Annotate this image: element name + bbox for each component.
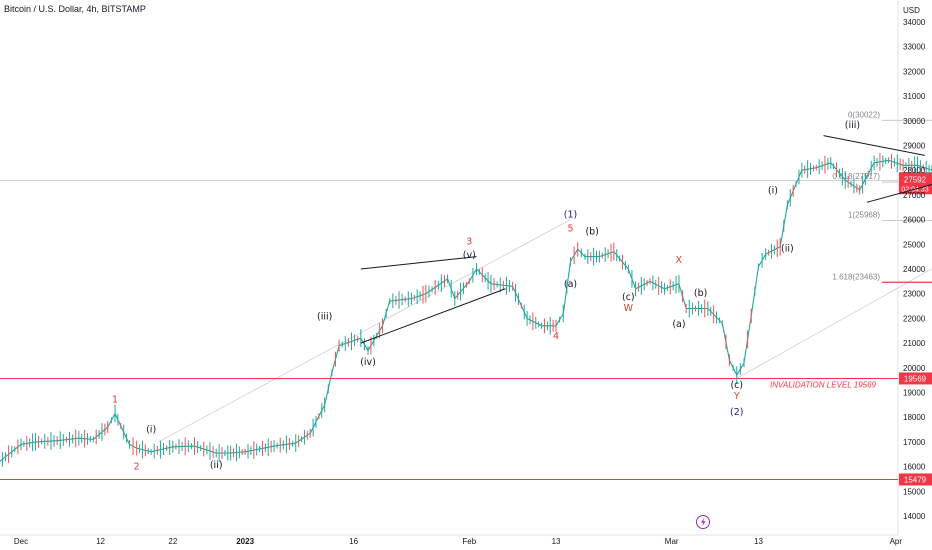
wave-label: (ii) bbox=[210, 460, 223, 471]
y-tick-label: 24000 bbox=[903, 265, 926, 274]
y-tick-label: 20000 bbox=[903, 364, 926, 373]
x-tick-label: 13 bbox=[754, 537, 763, 546]
trendline bbox=[360, 288, 506, 344]
wave-label: (ii) bbox=[781, 244, 794, 255]
x-tick-label: Mar bbox=[665, 537, 679, 546]
level-price-label: 19569 bbox=[904, 374, 927, 383]
y-tick-label: 32000 bbox=[903, 67, 926, 76]
y-axis: 14000 15000 16000 17000 18000 19000 20000 21000… bbox=[903, 18, 926, 521]
trendline bbox=[866, 184, 932, 203]
current-price-label: 27592 bbox=[904, 175, 927, 184]
x-tick-label: 22 bbox=[168, 537, 177, 546]
level-price-label: 15479 bbox=[904, 475, 927, 484]
wave-label: W bbox=[624, 303, 634, 314]
price-series bbox=[0, 152, 932, 467]
y-tick-label: 27000 bbox=[903, 191, 926, 200]
y-tick-label: 28000 bbox=[903, 166, 926, 175]
wave-label: (iii) bbox=[317, 312, 332, 323]
guide-line-2 bbox=[736, 268, 932, 379]
y-tick-label: 29000 bbox=[903, 142, 926, 151]
currency-label: USD bbox=[903, 6, 920, 15]
x-tick-label: 2023 bbox=[236, 537, 254, 546]
wave-label: 5 bbox=[567, 223, 573, 234]
x-tick-label: Feb bbox=[462, 537, 476, 546]
y-tick-label: 19000 bbox=[903, 389, 926, 398]
y-tick-label: 18000 bbox=[903, 413, 926, 422]
wave-label: (2) bbox=[730, 407, 743, 418]
wave-label: (b) bbox=[694, 288, 707, 299]
y-tick-label: 30000 bbox=[903, 117, 926, 126]
trendline bbox=[360, 256, 477, 270]
wave-label: Y bbox=[733, 391, 740, 402]
y-tick-label: 25000 bbox=[903, 240, 926, 249]
chart-title: Bitcoin / U.S. Dollar, 4h, BITSTAMP bbox=[4, 4, 146, 14]
y-tick-label: 21000 bbox=[903, 339, 926, 348]
wave-labels: 1(i)2 (ii)(iii)(iv)3(v)(1)5 (b)(a)4(c)WX(b… bbox=[112, 120, 932, 473]
x-tick-label: Apr bbox=[890, 537, 903, 546]
wave-label: 3 bbox=[466, 236, 472, 247]
wave-label: (v) bbox=[463, 250, 476, 261]
wave-label: (b) bbox=[585, 226, 598, 237]
x-tick-label: Dec bbox=[14, 537, 28, 546]
trendline bbox=[823, 135, 925, 156]
current-price-tag bbox=[899, 172, 932, 195]
wave-label: 2 bbox=[134, 462, 140, 473]
y-tick-label: 34000 bbox=[903, 18, 926, 27]
wave-label: (c) bbox=[622, 292, 635, 303]
level-price-tag bbox=[899, 473, 932, 486]
y-tick-label: 17000 bbox=[903, 438, 926, 447]
wave-label: (a) bbox=[564, 279, 577, 290]
trendlines bbox=[360, 135, 932, 344]
wave-label: (c) bbox=[730, 380, 743, 391]
wave-label: (i) bbox=[768, 185, 778, 196]
lightning-icon[interactable] bbox=[696, 515, 710, 529]
x-axis: Dec1222202316Feb13Mar13Apr17May15Jun12 bbox=[14, 537, 903, 546]
y-tick-label: 22000 bbox=[903, 314, 926, 323]
wave-label: 4 bbox=[553, 331, 559, 342]
x-tick-label: 12 bbox=[96, 537, 105, 546]
horizontal-levels: 0(30022) 0.618(27517) 1(25968) 1.618(23463)… bbox=[0, 110, 932, 486]
grid bbox=[0, 0, 932, 536]
y-tick-label: 23000 bbox=[903, 290, 926, 299]
y-tick-label: 31000 bbox=[903, 92, 926, 101]
y-tick-label: 14000 bbox=[903, 512, 926, 521]
fib-level-label: 0(30022) bbox=[848, 110, 880, 119]
fib-level-label: 1(25968) bbox=[848, 210, 880, 219]
wave-label: (iii) bbox=[845, 120, 860, 131]
y-tick-label: 16000 bbox=[903, 463, 926, 472]
y-tick-label: 15000 bbox=[903, 487, 926, 496]
level-price-tag bbox=[899, 372, 932, 385]
y-tick-label: 33000 bbox=[903, 43, 926, 52]
x-tick-label: 16 bbox=[349, 537, 358, 546]
countdown-label: 02:04:33 bbox=[901, 186, 928, 193]
wave-label: (a) bbox=[672, 319, 685, 330]
fib-level-label: 0.618(27517) bbox=[832, 172, 880, 181]
fib-level-label: 1.618(23463) bbox=[832, 272, 880, 281]
wave-label: (i) bbox=[146, 425, 156, 436]
y-tick-label: 26000 bbox=[903, 216, 926, 225]
wave-label: (1) bbox=[564, 210, 577, 221]
guide-line-1 bbox=[158, 219, 571, 443]
wave-label: X bbox=[676, 255, 683, 266]
x-tick-label: 13 bbox=[552, 537, 561, 546]
wave-label: (iv) bbox=[360, 357, 376, 368]
invalidation-label: INVALIDATION LEVEL 19569 bbox=[770, 380, 877, 389]
wave-label: 1 bbox=[112, 394, 118, 405]
